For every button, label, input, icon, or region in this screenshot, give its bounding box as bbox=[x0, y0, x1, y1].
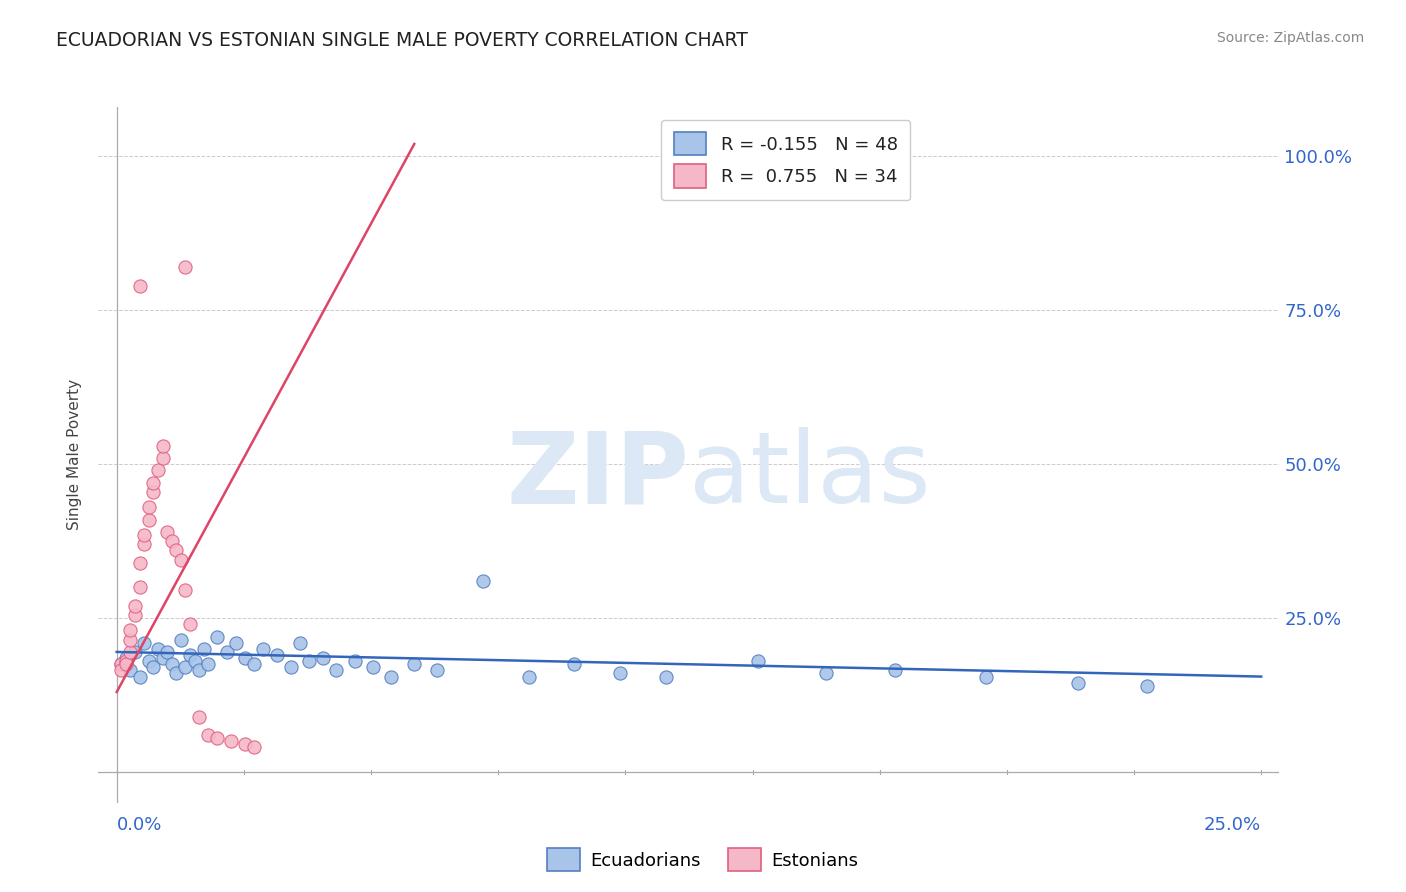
Point bbox=[120, 624, 142, 638]
Point bbox=[120, 664, 142, 678]
Point bbox=[170, 632, 193, 647]
Point bbox=[134, 537, 156, 551]
Point bbox=[188, 664, 211, 678]
Point bbox=[124, 607, 146, 622]
Text: atlas: atlas bbox=[689, 427, 931, 524]
Point bbox=[243, 657, 266, 672]
Point bbox=[655, 669, 678, 683]
Point bbox=[146, 641, 169, 656]
Point bbox=[124, 645, 146, 659]
Point bbox=[170, 552, 193, 566]
Point bbox=[233, 737, 256, 751]
Y-axis label: Single Male Poverty: Single Male Poverty bbox=[67, 379, 83, 531]
Point bbox=[134, 636, 156, 650]
Point bbox=[188, 709, 211, 723]
Point bbox=[174, 583, 197, 598]
Point bbox=[298, 654, 321, 668]
Point bbox=[404, 657, 426, 672]
Point bbox=[128, 580, 150, 594]
Point bbox=[361, 660, 384, 674]
Point bbox=[156, 645, 179, 659]
Point bbox=[215, 645, 238, 659]
Point bbox=[142, 660, 165, 674]
Point bbox=[152, 450, 174, 465]
Point bbox=[156, 524, 179, 539]
Point bbox=[142, 475, 165, 490]
Point bbox=[471, 574, 494, 589]
Text: Source: ZipAtlas.com: Source: ZipAtlas.com bbox=[1216, 31, 1364, 45]
Point bbox=[120, 632, 142, 647]
Point bbox=[219, 734, 242, 748]
Legend: Ecuadorians, Estonians: Ecuadorians, Estonians bbox=[540, 841, 866, 879]
Point bbox=[976, 669, 998, 683]
Point bbox=[174, 660, 197, 674]
Point bbox=[110, 657, 132, 672]
Point bbox=[280, 660, 302, 674]
Point bbox=[174, 260, 197, 274]
Point bbox=[128, 278, 150, 293]
Point bbox=[138, 500, 160, 515]
Point bbox=[343, 654, 366, 668]
Point bbox=[138, 654, 160, 668]
Point bbox=[325, 664, 347, 678]
Point bbox=[120, 645, 142, 659]
Point bbox=[252, 641, 274, 656]
Point bbox=[115, 651, 138, 665]
Point bbox=[243, 740, 266, 755]
Point bbox=[1136, 679, 1159, 693]
Point bbox=[380, 669, 402, 683]
Point bbox=[747, 654, 769, 668]
Point bbox=[288, 636, 311, 650]
Point bbox=[183, 654, 205, 668]
Text: 25.0%: 25.0% bbox=[1204, 816, 1261, 834]
Legend: R = -0.155   N = 48, R =  0.755   N = 34: R = -0.155 N = 48, R = 0.755 N = 34 bbox=[661, 120, 910, 201]
Point bbox=[152, 651, 174, 665]
Point bbox=[152, 439, 174, 453]
Point bbox=[115, 654, 138, 668]
Point bbox=[115, 657, 138, 672]
Point bbox=[312, 651, 335, 665]
Point bbox=[160, 657, 183, 672]
Point bbox=[110, 657, 132, 672]
Point bbox=[197, 728, 219, 742]
Point bbox=[128, 556, 150, 570]
Point bbox=[193, 641, 215, 656]
Point bbox=[609, 666, 631, 681]
Point bbox=[134, 528, 156, 542]
Point bbox=[138, 512, 160, 526]
Point bbox=[197, 657, 219, 672]
Point bbox=[165, 666, 187, 681]
Point bbox=[128, 669, 150, 683]
Point bbox=[142, 484, 165, 499]
Point bbox=[1067, 675, 1090, 690]
Point bbox=[564, 657, 586, 672]
Point bbox=[179, 648, 201, 662]
Point bbox=[207, 630, 229, 644]
Point bbox=[225, 636, 247, 650]
Point bbox=[110, 664, 132, 678]
Point bbox=[815, 666, 838, 681]
Text: 0.0%: 0.0% bbox=[117, 816, 162, 834]
Point bbox=[179, 617, 201, 632]
Point bbox=[266, 648, 288, 662]
Point bbox=[146, 463, 169, 477]
Point bbox=[426, 664, 449, 678]
Point bbox=[160, 534, 183, 549]
Point bbox=[884, 664, 907, 678]
Point bbox=[207, 731, 229, 746]
Point bbox=[165, 543, 187, 558]
Text: ZIP: ZIP bbox=[506, 427, 689, 524]
Point bbox=[124, 599, 146, 613]
Text: ECUADORIAN VS ESTONIAN SINGLE MALE POVERTY CORRELATION CHART: ECUADORIAN VS ESTONIAN SINGLE MALE POVER… bbox=[56, 31, 748, 50]
Point bbox=[517, 669, 540, 683]
Point bbox=[233, 651, 256, 665]
